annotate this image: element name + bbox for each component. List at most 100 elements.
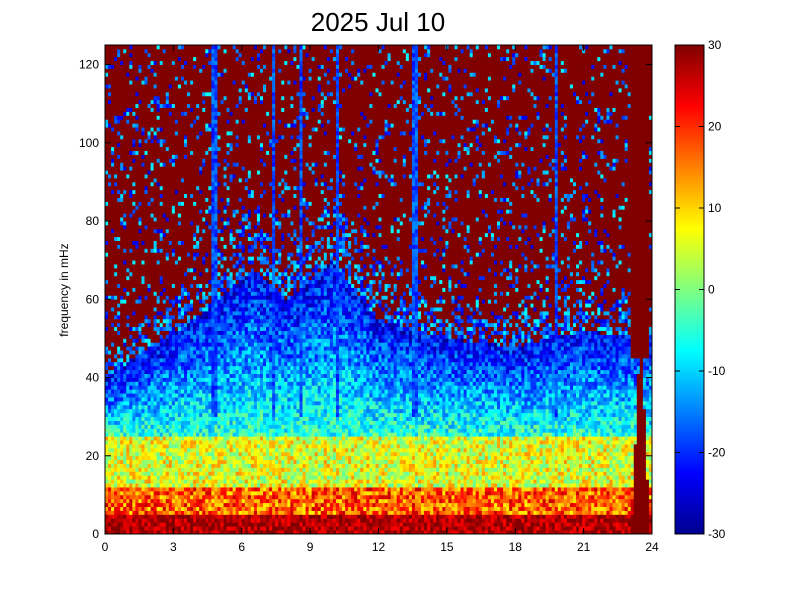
heatmap-cell — [129, 284, 132, 288]
heatmap-cell — [129, 421, 132, 425]
heatmap-cell — [148, 53, 151, 57]
heatmap-cell — [108, 522, 111, 526]
heatmap-cell — [105, 421, 108, 425]
heatmap-cell — [126, 139, 129, 143]
heatmap-cell — [175, 526, 178, 530]
heatmap-cell — [141, 245, 144, 249]
heatmap-cell — [141, 468, 144, 472]
heatmap-cell — [126, 432, 129, 436]
heatmap-cell — [163, 518, 166, 522]
heatmap-cell — [163, 104, 166, 108]
heatmap-cell — [145, 190, 148, 194]
heatmap-cell — [157, 268, 160, 272]
heatmap-cell — [154, 112, 157, 116]
heatmap-cell — [105, 370, 108, 374]
heatmap-cell — [108, 417, 111, 421]
heatmap-cell — [160, 288, 163, 292]
heatmap-cell — [111, 123, 114, 127]
heatmap-cell — [117, 503, 120, 507]
heatmap-cell — [166, 319, 169, 323]
heatmap-cell — [126, 421, 129, 425]
heatmap-cell — [108, 198, 111, 202]
heatmap-cell — [172, 354, 175, 358]
heatmap-cell — [135, 468, 138, 472]
heatmap-cell — [114, 401, 117, 405]
heatmap-cell — [160, 68, 163, 72]
heatmap-cell — [138, 209, 141, 213]
heatmap-cell — [163, 409, 166, 413]
heatmap-cell — [132, 495, 135, 499]
heatmap-cell — [120, 143, 123, 147]
heatmap-cell — [138, 397, 141, 401]
heatmap-cell — [163, 76, 166, 80]
heatmap-cell — [169, 327, 172, 331]
heatmap-cell — [172, 507, 175, 511]
heatmap-cell — [160, 198, 163, 202]
heatmap-cell — [163, 507, 166, 511]
heatmap-cell — [172, 397, 175, 401]
heatmap-cell — [132, 483, 135, 487]
heatmap-cell — [160, 421, 163, 425]
heatmap-cell — [132, 526, 135, 530]
heatmap-cell — [151, 241, 154, 245]
heatmap-cell — [163, 96, 166, 100]
heatmap-cell — [172, 374, 175, 378]
heatmap-cell — [172, 401, 175, 405]
heatmap-cell — [160, 108, 163, 112]
heatmap-cell — [148, 436, 151, 440]
heatmap-cell — [157, 284, 160, 288]
heatmap-cell — [154, 229, 157, 233]
heatmap-cell — [117, 280, 120, 284]
heatmap-cell — [163, 288, 166, 292]
heatmap-cell — [154, 190, 157, 194]
heatmap-cell — [169, 80, 172, 84]
heatmap-cell — [172, 440, 175, 444]
heatmap-cell — [172, 88, 175, 92]
heatmap-cell — [151, 413, 154, 417]
heatmap-cell — [169, 514, 172, 518]
heatmap-cell — [166, 268, 169, 272]
heatmap-cell — [157, 291, 160, 295]
heatmap-cell — [166, 264, 169, 268]
heatmap-cell — [163, 252, 166, 256]
heatmap-cell — [145, 428, 148, 432]
heatmap-cell — [163, 68, 166, 72]
heatmap-cell — [114, 385, 117, 389]
heatmap-cell — [141, 499, 144, 503]
heatmap-cell — [117, 448, 120, 452]
heatmap-cell — [108, 385, 111, 389]
heatmap-cell — [123, 518, 126, 522]
heatmap-cell — [154, 331, 157, 335]
heatmap-cell — [108, 88, 111, 92]
heatmap-cell — [117, 57, 120, 61]
heatmap-cell — [114, 194, 117, 198]
heatmap-cell — [172, 303, 175, 307]
heatmap-cell — [141, 256, 144, 260]
heatmap-cell — [120, 178, 123, 182]
heatmap-cell — [117, 303, 120, 307]
heatmap-cell — [114, 460, 117, 464]
heatmap-cell — [117, 147, 120, 151]
heatmap-cell — [120, 108, 123, 112]
heatmap-cell — [111, 514, 114, 518]
heatmap-cell — [151, 174, 154, 178]
heatmap-cell — [132, 92, 135, 96]
heatmap-cell — [120, 170, 123, 174]
heatmap-cell — [141, 464, 144, 468]
heatmap-cell — [141, 393, 144, 397]
heatmap-cell — [117, 209, 120, 213]
heatmap-cell — [172, 256, 175, 260]
heatmap-cell — [126, 123, 129, 127]
heatmap-cell — [148, 108, 151, 112]
heatmap-cell — [157, 448, 160, 452]
heatmap-cell — [154, 104, 157, 108]
heatmap-cell — [160, 378, 163, 382]
heatmap-cell — [163, 65, 166, 69]
heatmap-cell — [169, 68, 172, 72]
heatmap-cell — [148, 241, 151, 245]
heatmap-cell — [172, 112, 175, 116]
heatmap-cell — [132, 229, 135, 233]
heatmap-cell — [160, 307, 163, 311]
heatmap-cell — [135, 135, 138, 139]
heatmap-cell — [163, 354, 166, 358]
